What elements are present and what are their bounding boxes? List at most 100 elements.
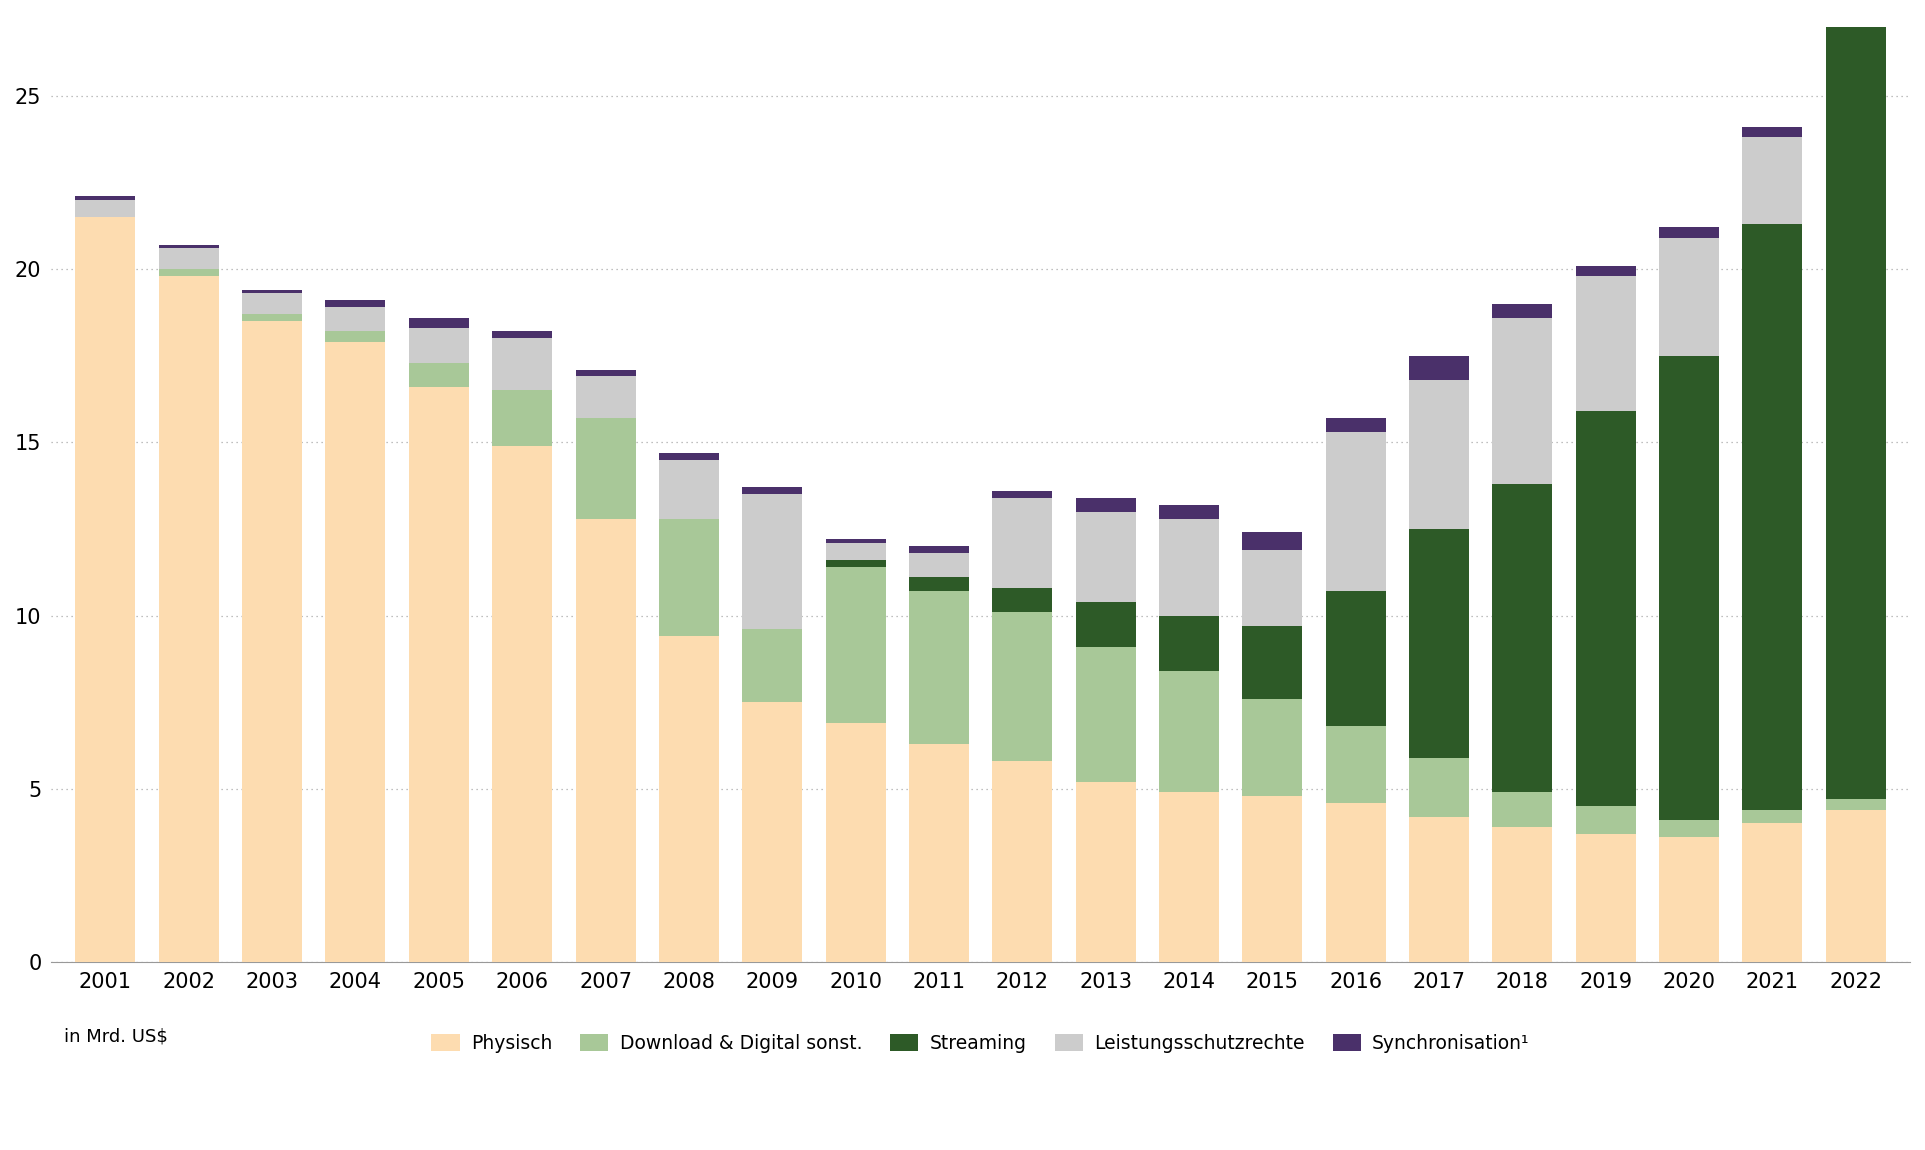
Bar bbox=[1742, 137, 1802, 224]
Bar bbox=[1242, 796, 1303, 963]
Bar bbox=[1659, 820, 1719, 837]
Bar bbox=[1076, 646, 1136, 782]
Bar bbox=[743, 703, 803, 963]
Bar bbox=[1076, 782, 1136, 963]
Bar bbox=[1076, 512, 1136, 601]
Bar bbox=[1242, 550, 1303, 626]
Bar bbox=[909, 744, 968, 963]
Bar bbox=[1159, 615, 1219, 670]
Bar bbox=[1659, 355, 1719, 820]
Bar bbox=[909, 577, 968, 591]
Bar bbox=[1326, 591, 1386, 727]
Bar bbox=[991, 761, 1053, 963]
Bar bbox=[493, 338, 552, 390]
Bar bbox=[576, 376, 635, 419]
Bar bbox=[1742, 126, 1802, 137]
Bar bbox=[1326, 727, 1386, 803]
Bar bbox=[991, 498, 1053, 588]
Bar bbox=[1577, 834, 1636, 963]
Bar bbox=[1825, 6, 1886, 799]
Bar bbox=[408, 328, 470, 362]
Bar bbox=[909, 591, 968, 744]
Bar bbox=[1659, 228, 1719, 238]
Bar bbox=[1492, 484, 1552, 792]
Bar bbox=[991, 612, 1053, 761]
Bar bbox=[576, 519, 635, 963]
Bar bbox=[1326, 432, 1386, 591]
Bar bbox=[991, 588, 1053, 612]
Bar bbox=[158, 276, 219, 963]
Bar bbox=[1492, 792, 1552, 827]
Bar bbox=[1577, 411, 1636, 806]
Bar bbox=[1492, 317, 1552, 484]
Bar bbox=[743, 488, 803, 494]
Bar bbox=[1742, 810, 1802, 823]
Legend: Physisch, Download & Digital sonst., Streaming, Leistungsschutzrechte, Synchroni: Physisch, Download & Digital sonst., Str… bbox=[424, 1026, 1538, 1060]
Bar bbox=[493, 390, 552, 446]
Bar bbox=[75, 217, 135, 963]
Bar bbox=[1159, 519, 1219, 615]
Bar bbox=[826, 723, 886, 963]
Bar bbox=[743, 494, 803, 629]
Bar bbox=[158, 248, 219, 269]
Bar bbox=[1159, 505, 1219, 519]
Bar bbox=[493, 331, 552, 338]
Bar bbox=[1659, 238, 1719, 355]
Bar bbox=[1577, 276, 1636, 411]
Bar bbox=[1242, 532, 1303, 550]
Bar bbox=[826, 543, 886, 560]
Bar bbox=[826, 539, 886, 543]
Bar bbox=[826, 567, 886, 723]
Bar bbox=[243, 290, 302, 293]
Bar bbox=[576, 419, 635, 519]
Bar bbox=[408, 362, 470, 386]
Bar bbox=[1326, 419, 1386, 432]
Bar bbox=[991, 491, 1053, 498]
Bar bbox=[1242, 626, 1303, 699]
Bar bbox=[1742, 224, 1802, 810]
Bar bbox=[493, 446, 552, 963]
Bar bbox=[75, 197, 135, 200]
Bar bbox=[1409, 758, 1469, 816]
Bar bbox=[1577, 806, 1636, 834]
Bar bbox=[75, 200, 135, 217]
Bar bbox=[909, 553, 968, 577]
Bar bbox=[826, 560, 886, 567]
Bar bbox=[1492, 304, 1552, 317]
Bar bbox=[408, 386, 470, 963]
Bar bbox=[1409, 529, 1469, 758]
Bar bbox=[1409, 816, 1469, 963]
Text: in Mrd. US$: in Mrd. US$ bbox=[64, 1028, 167, 1045]
Bar bbox=[1076, 498, 1136, 512]
Bar bbox=[658, 636, 718, 963]
Bar bbox=[909, 546, 968, 553]
Bar bbox=[1159, 670, 1219, 792]
Bar bbox=[158, 245, 219, 248]
Bar bbox=[576, 369, 635, 376]
Bar bbox=[1659, 837, 1719, 963]
Bar bbox=[1076, 601, 1136, 646]
Bar bbox=[1825, 810, 1886, 963]
Bar bbox=[158, 269, 219, 276]
Bar bbox=[1409, 380, 1469, 529]
Bar bbox=[1242, 699, 1303, 796]
Bar bbox=[325, 300, 385, 307]
Bar bbox=[243, 314, 302, 321]
Bar bbox=[325, 307, 385, 331]
Bar bbox=[658, 453, 718, 460]
Bar bbox=[325, 331, 385, 342]
Bar bbox=[1409, 355, 1469, 380]
Bar bbox=[1825, 799, 1886, 810]
Bar bbox=[658, 519, 718, 636]
Bar bbox=[243, 293, 302, 314]
Bar bbox=[1825, 0, 1886, 6]
Bar bbox=[1326, 803, 1386, 963]
Bar bbox=[743, 629, 803, 703]
Bar bbox=[325, 342, 385, 963]
Bar bbox=[408, 317, 470, 328]
Bar bbox=[658, 460, 718, 519]
Bar bbox=[1492, 827, 1552, 963]
Bar bbox=[243, 321, 302, 963]
Bar bbox=[1577, 266, 1636, 276]
Bar bbox=[1742, 823, 1802, 963]
